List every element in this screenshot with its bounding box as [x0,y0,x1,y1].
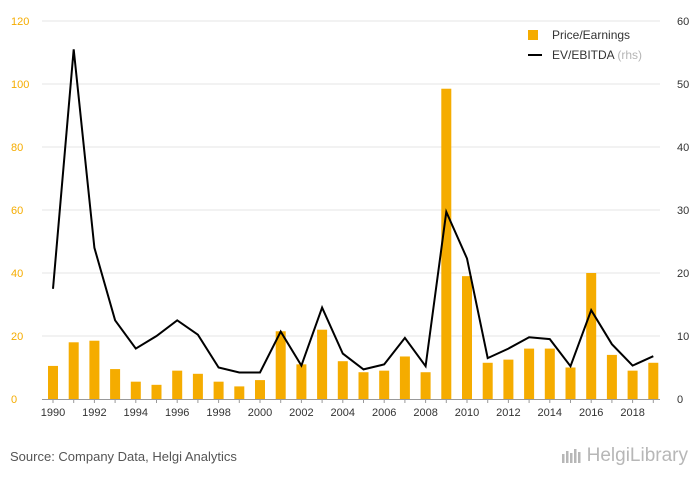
bar-2004 [337,361,348,399]
x-tick-label: 2014 [538,407,562,419]
bar-2018 [627,370,638,399]
bar-1998 [213,381,224,399]
x-tick-label: 1994 [124,407,148,419]
bar-2001 [275,331,286,399]
bar-2015 [565,367,576,399]
x-tick-label: 1996 [165,407,189,419]
legend-label-ev-ebitda: EV/EBITDA (rhs) [552,48,642,62]
bar-1992 [89,340,100,399]
y-right-tick-label: 50 [677,79,689,91]
legend: Price/Earnings EV/EBITDA (rhs) [528,28,642,62]
x-tick-label: 2000 [248,407,272,419]
y-right-tick-label: 0 [677,394,683,406]
x-tick-label: 2002 [289,407,313,419]
chart: 0 20 40 60 80 100 120 0 10 20 30 40 50 60 1990 1992 1994… [11,16,689,419]
x-tick-label: 2012 [496,407,520,419]
y-right-tick-label: 60 [677,16,689,28]
axes: 0 20 40 60 80 100 120 0 10 20 30 40 50 60 1990 1992 1994… [11,16,689,419]
bar-2003 [317,329,328,399]
x-tick-label: 2008 [413,407,437,419]
bar-1999 [234,386,245,399]
x-tick-label: 2004 [331,407,355,419]
x-tick-label: 2016 [579,407,603,419]
bar-1993 [110,369,121,399]
ev-ebitda-line [52,49,654,374]
y-right-tick-label: 10 [677,331,689,343]
x-tick-label: 1990 [41,407,65,419]
bar-1995 [151,384,162,399]
y-left-tick-label: 60 [11,205,23,217]
bar-2013 [524,348,535,399]
y-right-tick-label: 40 [677,142,689,154]
brand-logo: HelgiLibrary [561,445,688,467]
bar-2005 [358,372,369,399]
x-tick-label: 1998 [206,407,230,419]
x-tick-label: 1992 [82,407,106,419]
x-tick-label: 2018 [620,407,644,419]
bar-1996 [172,370,183,399]
gridlines [42,20,660,337]
bar-2002 [296,364,307,399]
brand-name: HelgiLibrary [586,445,688,466]
bar-2019 [648,362,659,399]
bar-1991 [68,342,79,399]
y-right-tick-label: 20 [677,268,689,280]
legend-swatch-price-earnings [528,30,538,40]
bar-2010 [462,276,472,399]
legend-label-price-earnings: Price/Earnings [552,28,630,42]
bar-2000 [255,380,265,399]
bar-2008 [420,372,431,399]
source-note: Source: Company Data, Helgi Analytics [10,449,237,464]
y-left-tick-label: 100 [11,79,29,91]
y-right-tick-label: 30 [677,205,689,217]
y-left-tick-label: 40 [11,268,23,280]
bar-2016 [586,273,597,399]
price-earnings-bars [48,88,659,399]
ev-ebitda-polyline [52,49,654,374]
bar-2006 [379,370,390,399]
bar-2007 [399,356,410,399]
bar-1990 [48,365,58,399]
y-left-tick-label: 20 [11,331,23,343]
x-tick-label: 2010 [455,407,479,419]
bar-2009 [441,88,452,399]
bar-2017 [606,354,617,399]
library-logo-icon [561,449,581,463]
y-left-tick-label: 120 [11,16,29,28]
bar-1994 [130,381,141,399]
y-left-tick-label: 80 [11,142,23,154]
bar-2011 [482,362,493,399]
bar-2012 [503,359,514,399]
y-left-tick-label: 0 [11,394,17,406]
bar-2014 [544,348,555,399]
bar-1997 [192,373,203,399]
x-tick-label: 2006 [372,407,396,419]
